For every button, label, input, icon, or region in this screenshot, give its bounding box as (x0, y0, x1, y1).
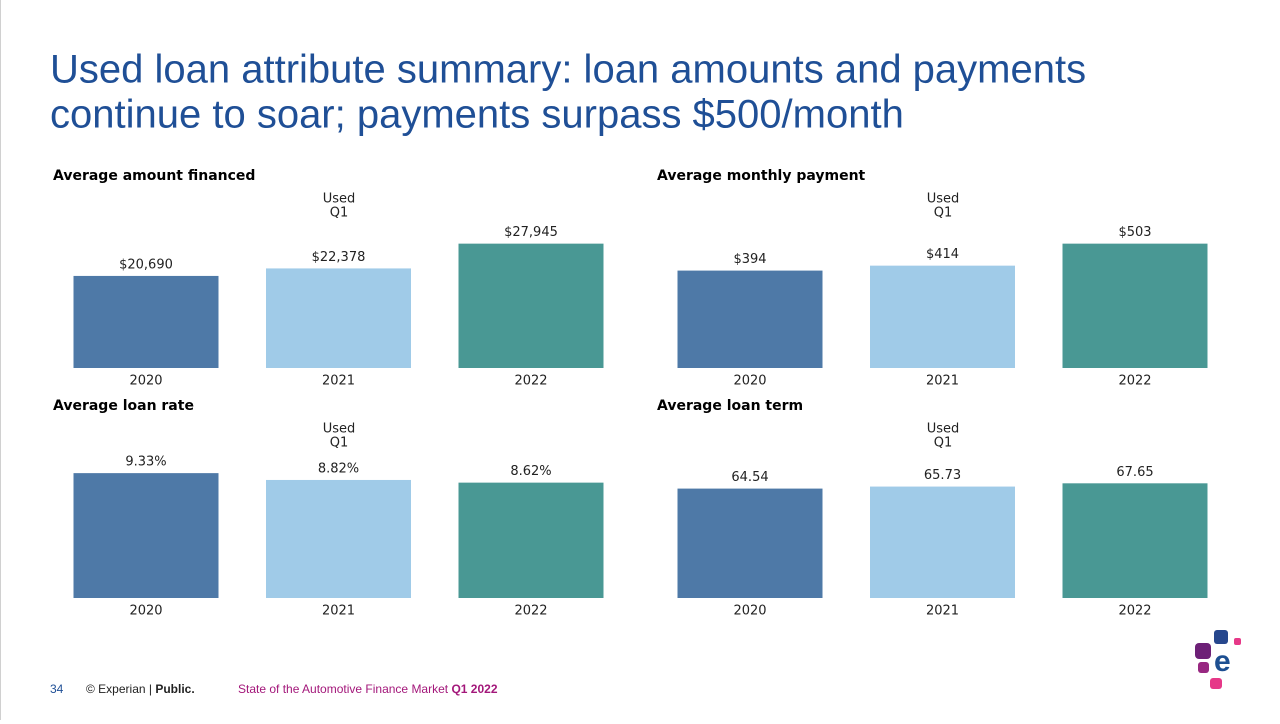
value-label: 67.65 (1116, 465, 1153, 480)
source: State of the Automotive Finance Market Q… (238, 682, 498, 696)
value-label: 9.33% (125, 455, 166, 470)
chart-title: Average amount financed (53, 168, 255, 184)
value-label: 8.82% (318, 461, 359, 476)
x-tick-label: 2021 (926, 374, 959, 389)
logo-square (1198, 662, 1209, 673)
value-label: $27,945 (504, 225, 558, 240)
chart-title: Average loan rate (53, 398, 194, 414)
logo-square (1210, 678, 1222, 689)
bar (73, 275, 219, 368)
page-number: 34 (50, 682, 64, 696)
x-tick-label: 2022 (1118, 604, 1151, 619)
chart-subtitle: Used (323, 192, 356, 207)
source-period: Q1 2022 (451, 682, 497, 696)
logo-square (1234, 638, 1241, 645)
copyright-text: © Experian | (86, 682, 155, 696)
chart-subtitle: Used (927, 422, 960, 437)
bar (1062, 243, 1208, 368)
value-label: $503 (1118, 225, 1151, 240)
x-tick-label: 2021 (322, 604, 355, 619)
value-label: 64.54 (731, 470, 768, 485)
classification: Public. (155, 682, 194, 696)
slide-title: Used loan attribute summary: loan amount… (50, 48, 1086, 92)
chart-title: Average loan term (657, 398, 803, 414)
chart-subtitle: Used (927, 192, 960, 207)
copyright: © Experian | Public. (86, 682, 195, 696)
value-label: $394 (733, 252, 766, 267)
logo-square (1214, 630, 1228, 644)
logo: e (1195, 630, 1241, 689)
x-tick-label: 2020 (733, 374, 766, 389)
bar (73, 473, 219, 598)
bar (458, 482, 604, 598)
value-label: 65.73 (924, 468, 961, 483)
bar (266, 479, 411, 598)
source-text: State of the Automotive Finance Market (238, 682, 451, 696)
x-tick-label: 2020 (129, 604, 162, 619)
chart-subtitle: Q1 (330, 436, 349, 451)
logo-e: e (1214, 645, 1231, 678)
x-tick-label: 2021 (926, 604, 959, 619)
x-tick-label: 2022 (514, 604, 547, 619)
value-label: $22,378 (312, 250, 366, 265)
slide-title: continue to soar; payments surpass $500/… (50, 93, 904, 137)
bar (870, 265, 1015, 368)
x-tick-label: 2022 (1118, 374, 1151, 389)
bar (1062, 483, 1208, 598)
chart-subtitle: Q1 (330, 206, 349, 221)
chart-title: Average monthly payment (657, 168, 866, 184)
bar (266, 268, 411, 368)
bar (458, 243, 604, 368)
x-tick-label: 2021 (322, 374, 355, 389)
bar (677, 270, 823, 368)
value-label: 8.62% (510, 464, 551, 479)
value-label: $20,690 (119, 257, 173, 272)
x-tick-label: 2022 (514, 374, 547, 389)
x-tick-label: 2020 (733, 604, 766, 619)
chart-subtitle: Q1 (934, 206, 953, 221)
bar (870, 486, 1015, 598)
value-label: $414 (926, 247, 959, 262)
chart-subtitle: Q1 (934, 436, 953, 451)
logo-square (1195, 643, 1211, 659)
chart-subtitle: Used (323, 422, 356, 437)
bar (677, 488, 823, 598)
x-tick-label: 2020 (129, 374, 162, 389)
